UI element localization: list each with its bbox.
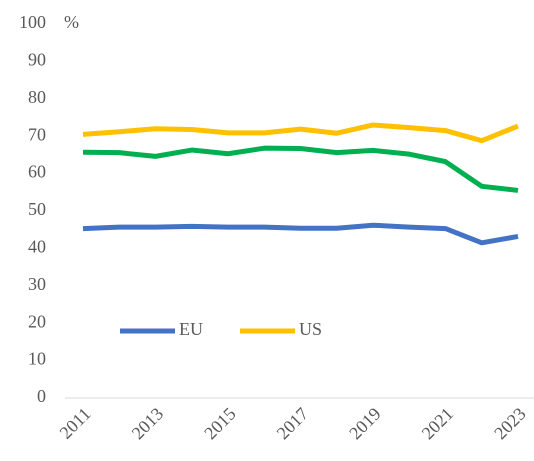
y-tick-label: 0: [37, 386, 46, 406]
series-line: [82, 122, 519, 144]
legend-label: EU: [179, 319, 203, 339]
y-tick-label: 10: [28, 349, 46, 369]
x-tick-label: 2021: [418, 404, 458, 444]
y-tick-label: 30: [28, 274, 46, 294]
y-tick-label: 60: [28, 162, 46, 182]
x-tick-label: 2011: [56, 404, 95, 443]
y-tick-label: 70: [28, 124, 46, 144]
legend-label: US: [299, 319, 322, 339]
x-tick-label: 2015: [200, 404, 240, 444]
y-tick-label: 100: [19, 12, 46, 32]
y-tick-label: 50: [28, 199, 46, 219]
x-tick-label: 2017: [273, 404, 313, 444]
x-tick-label: 2013: [128, 404, 168, 444]
y-tick-label: 80: [28, 87, 46, 107]
y-axis-unit: %: [64, 12, 79, 32]
y-tick-label: 90: [28, 50, 46, 70]
series-line: [82, 145, 519, 193]
x-tick-label: 2023: [490, 404, 530, 444]
x-tick-label: 2019: [345, 404, 385, 444]
series-line: [82, 222, 519, 246]
y-tick-label: 20: [28, 311, 46, 331]
y-tick-label: 40: [28, 237, 46, 257]
